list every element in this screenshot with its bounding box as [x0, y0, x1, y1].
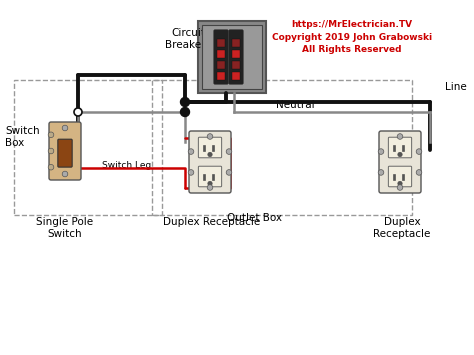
FancyBboxPatch shape [49, 122, 81, 180]
Circle shape [397, 134, 403, 139]
FancyBboxPatch shape [214, 30, 228, 84]
Circle shape [397, 185, 403, 190]
Text: Duplex Receptacle: Duplex Receptacle [164, 217, 261, 227]
Circle shape [181, 108, 190, 116]
Text: Switch
Box: Switch Box [5, 126, 40, 148]
Text: Single Pole
Switch: Single Pole Switch [36, 217, 93, 239]
Bar [232, 72, 240, 80]
Circle shape [48, 148, 54, 154]
Circle shape [48, 164, 54, 170]
Text: Outlet Box: Outlet Box [228, 213, 283, 223]
FancyBboxPatch shape [198, 137, 222, 158]
Circle shape [207, 134, 213, 139]
Bar [402, 144, 404, 151]
FancyBboxPatch shape [229, 30, 243, 84]
Bar [152, 80, 412, 215]
Circle shape [378, 149, 384, 154]
Bar [232, 39, 240, 47]
Text: Neutral: Neutral [276, 100, 314, 110]
FancyBboxPatch shape [198, 21, 266, 93]
Circle shape [378, 170, 384, 175]
Bar [393, 174, 395, 180]
FancyBboxPatch shape [388, 137, 411, 158]
Bar [232, 50, 240, 58]
Bar [203, 144, 205, 151]
Circle shape [207, 185, 213, 190]
Circle shape [398, 152, 402, 157]
FancyBboxPatch shape [189, 131, 231, 193]
Circle shape [62, 171, 68, 177]
Text: Duplex
Receptacle: Duplex Receptacle [374, 217, 431, 239]
Bar [217, 72, 225, 80]
Text: Line: Line [445, 82, 467, 92]
Text: Switch Leg: Switch Leg [102, 160, 151, 169]
Circle shape [188, 170, 194, 175]
FancyBboxPatch shape [198, 166, 222, 187]
FancyBboxPatch shape [202, 25, 262, 89]
Circle shape [62, 125, 68, 131]
FancyBboxPatch shape [379, 131, 421, 193]
Circle shape [416, 149, 422, 154]
Circle shape [208, 181, 212, 186]
Bar [217, 61, 225, 69]
Circle shape [188, 149, 194, 154]
Circle shape [398, 181, 402, 186]
Bar [402, 174, 404, 180]
Circle shape [416, 170, 422, 175]
FancyBboxPatch shape [388, 166, 411, 187]
Bar [232, 61, 240, 69]
Text: Circuit
Breakers: Circuit Breakers [165, 28, 211, 50]
Circle shape [226, 170, 232, 175]
Circle shape [74, 108, 82, 116]
Text: https://MrElectrician.TV
Copyright 2019 John Grabowski
All Rights Reserved: https://MrElectrician.TV Copyright 2019 … [272, 20, 432, 54]
Circle shape [208, 152, 212, 157]
Circle shape [181, 98, 190, 106]
Bar [203, 174, 205, 180]
Bar [212, 144, 214, 151]
Circle shape [226, 149, 232, 154]
Bar [393, 144, 395, 151]
Bar [217, 50, 225, 58]
Bar [212, 174, 214, 180]
Bar [14, 80, 162, 215]
Bar [217, 39, 225, 47]
FancyBboxPatch shape [58, 139, 72, 167]
Circle shape [48, 132, 54, 138]
